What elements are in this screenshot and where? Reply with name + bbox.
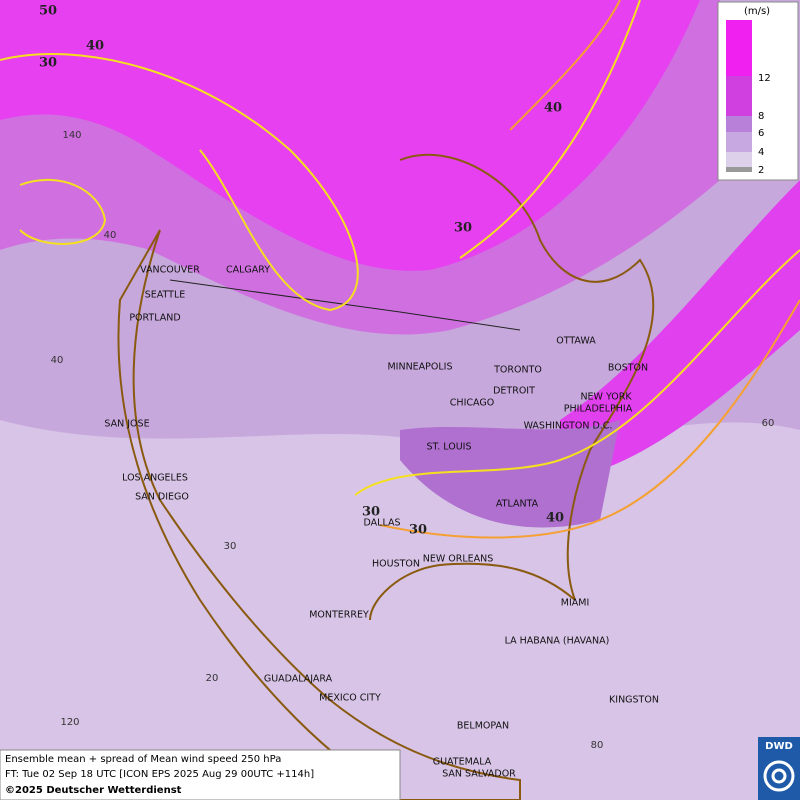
caption: Ensemble mean + spread of Mean wind spee… — [0, 749, 401, 801]
city: PORTLAND — [129, 313, 180, 324]
city: NEW YORK — [580, 392, 632, 403]
grid-label: 120 — [60, 717, 79, 728]
city: ATLANTA — [496, 499, 539, 510]
city: VANCOUVER — [140, 265, 200, 276]
grid-label: 140 — [62, 130, 81, 141]
field-mid — [400, 420, 620, 528]
logo-text: DWD — [765, 741, 793, 752]
grid-label: 80 — [591, 740, 604, 751]
city: LA HABANA (HAVANA) — [505, 636, 610, 647]
coastline-east — [369, 153, 655, 621]
contour-label: 40 — [544, 101, 562, 116]
contour-labels: 50 40 30 40 30 30 30 40 — [39, 4, 564, 538]
city: ST. LOUIS — [427, 442, 472, 453]
coastline-west — [117, 229, 521, 801]
caption-box — [0, 749, 401, 801]
contour-label: 30 — [454, 221, 472, 236]
contour-label: 50 — [39, 4, 57, 19]
contour — [509, 0, 621, 131]
logo-swirl — [763, 760, 795, 792]
city: HOUSTON — [372, 559, 420, 570]
legend-label: 8 — [758, 111, 764, 122]
contour — [354, 249, 800, 496]
logo-swirl — [771, 768, 787, 784]
legend-label: 2 — [758, 165, 764, 176]
grid-label: 40 — [51, 355, 64, 366]
legend-swatch — [726, 132, 752, 152]
city: BOSTON — [608, 363, 648, 374]
contour — [379, 299, 800, 539]
city: DETROIT — [493, 386, 535, 397]
grid-label: 20 — [206, 673, 219, 684]
legend-label: 6 — [758, 128, 764, 139]
city: SAN DIEGO — [135, 492, 189, 503]
city: DALLAS — [364, 518, 401, 529]
legend-swatch — [726, 152, 752, 167]
contour-label: 30 — [39, 56, 57, 71]
city: SAN SALVADOR — [442, 769, 516, 780]
city: MINNEAPOLIS — [387, 362, 452, 373]
city: MEXICO CITY — [319, 693, 381, 704]
logo: DWD — [758, 737, 800, 800]
city: MONTERREY — [309, 610, 369, 621]
caption-line: Ensemble mean + spread of Mean wind spee… — [5, 754, 281, 765]
caption-line: ©2025 Deutscher Wetterdienst — [5, 785, 182, 796]
contour-label: 30 — [409, 523, 427, 538]
city: MIAMI — [561, 598, 590, 609]
legend-swatch — [726, 116, 752, 132]
contour-label: 40 — [86, 39, 104, 54]
city: GUATEMALA — [433, 757, 492, 768]
city: TORONTO — [493, 365, 542, 376]
city: CHICAGO — [450, 398, 494, 409]
legend-label: 12 — [758, 73, 771, 84]
city-labels: VANCOUVER CALGARY SEATTLE PORTLAND MINNE… — [104, 265, 659, 780]
legend-unit: (m/s) — [744, 6, 770, 17]
contour — [0, 53, 359, 312]
contour-label: 30 — [362, 505, 380, 520]
legend: (m/s) 12 8 6 4 2 — [717, 1, 799, 181]
legend-swatch — [726, 20, 752, 76]
contour — [459, 0, 641, 259]
city: SEATTLE — [145, 290, 186, 301]
legend-swatch — [726, 167, 752, 172]
contour — [19, 179, 107, 245]
city: SAN JOSE — [104, 419, 149, 430]
city: BELMOPAN — [457, 721, 509, 732]
legend-swatch — [726, 76, 752, 116]
city: CALGARY — [226, 265, 270, 276]
city: PHILADELPHIA — [564, 404, 633, 415]
grid-label: 60 — [762, 418, 775, 429]
grid-label: 40 — [104, 230, 117, 241]
legend-label: 4 — [758, 147, 764, 158]
grid-labels: 140 40 40 60 30 20 120 80 — [51, 130, 775, 751]
city: NEW ORLEANS — [423, 554, 494, 565]
city: GUADALAJARA — [264, 674, 333, 685]
caption-line: FT: Tue 02 Sep 18 UTC [ICON EPS 2025 Aug… — [5, 769, 314, 780]
field-max-east — [560, 180, 800, 480]
border — [169, 279, 521, 331]
city: LOS ANGELES — [122, 473, 188, 484]
city: WASHINGTON D.C. — [524, 421, 613, 432]
city: KINGSTON — [609, 695, 659, 706]
contour-label: 40 — [546, 511, 564, 526]
grid-label: 30 — [224, 541, 237, 552]
city: OTTAWA — [556, 336, 596, 347]
